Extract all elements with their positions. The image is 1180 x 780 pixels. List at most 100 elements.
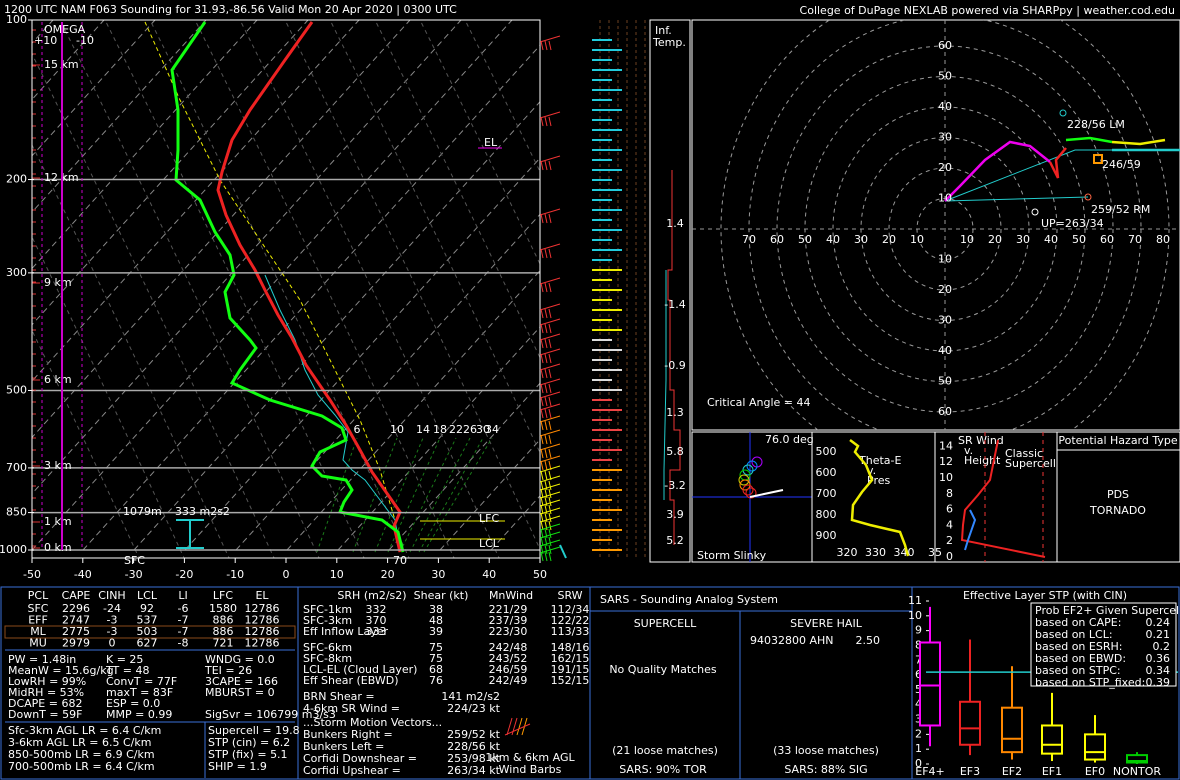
thetae-xtick: 340 [894,546,915,559]
page-title: 1200 UTC NAM F063 Sounding for 31.93,-86… [4,3,457,16]
parcel-cell: 2747 [62,614,90,627]
isotherm [32,20,156,157]
sample-barb [511,717,518,736]
el-label: EL [484,136,498,149]
stp-y-tick-label: 6 [915,668,922,681]
wind-barb-flag [548,248,552,259]
sars-summary: SARS: 90% TOR [619,763,707,776]
x-tick-label: 0 [283,568,290,581]
kin-header: Shear (kt) [414,589,469,602]
dry-adiabat [59,20,320,558]
kin-cell: 152/15 [551,674,590,687]
y-tick-label: 700 [6,461,27,474]
thetae-title: Theta-E [858,454,901,467]
stp-category: EF4+ [915,765,945,778]
y-tick-label: 500 [6,383,27,396]
kin-cell: 246/59 [489,663,528,676]
wind-barb [539,491,561,499]
stat: ConvT = 77F [106,675,177,688]
x-tick-label: -30 [125,568,143,581]
y-tick-label: 100 [6,13,27,26]
wind-barb-flag [548,396,552,407]
inflow-temp-label: 3.9 [666,508,684,521]
wind-barb-flag [540,396,544,407]
hazard-value: TORNADO [1089,504,1146,517]
thetae-ytick: 600 [816,466,837,479]
dry-adiabat [149,20,410,558]
lfc-label: LFC [479,512,499,525]
barb-label: 1km & 6km AGL [485,751,575,764]
prob-value: 0.2 [1153,640,1171,653]
wind-barb-flag [540,408,544,419]
sars-heading: SEVERE HAIL [790,617,863,630]
skewt-frame [31,19,541,559]
stat: MeanW = 15.6g/kg [8,664,114,677]
wind-barb-flag [540,480,544,491]
mixing-ratio-label: 34 [485,423,499,436]
kin-cell: 113/33 [551,625,590,638]
ring-label: 20 [938,161,952,174]
ring-label: 40 [938,100,952,113]
isotherm [32,20,411,439]
wind-barb-flag [540,353,544,364]
hodograph-ring [832,106,1058,352]
parcel-cell: -8 [178,637,189,650]
hodo-9-12km [1111,138,1166,146]
hazard-frame [1056,431,1180,563]
ring-label: 20 [988,233,1002,246]
kin-label: Eff Shear (EBWD) [303,674,399,687]
wind-barb [539,35,561,43]
wind-barb-flag [540,282,544,293]
stp-y-tick-label: 11 [908,594,922,607]
mixing-ratio-label: 14 [416,423,430,436]
kin-cell: 243/52 [489,652,528,665]
ring-label: 50 [1072,233,1086,246]
kin-label: BRN Shear = [303,690,375,703]
x-tick-label: -20 [175,568,193,581]
mixing-ratio-label: 30 [476,423,490,436]
parcel-cell: 2775 [62,625,90,638]
stp-y-tick-label: 10 [908,609,922,622]
y-tick-label: 850 [6,506,27,519]
ring-label: 20 [882,233,896,246]
kin-cell: 332 [366,603,387,616]
inflow-temp-label: -0.9 [664,359,685,372]
wind-barb-flag [540,504,544,515]
stp-category: EF0 [1085,765,1105,778]
parcel-cell: -7 [178,625,189,638]
wind-barb-flag [548,434,552,445]
stat: MBURST = 0 [205,686,275,699]
ring-label: 60 [938,405,952,418]
storm-motion-value: 228/56 kt [447,740,501,753]
ring-label: 30 [854,233,868,246]
parcel-cell: 721 [213,637,234,650]
wind-barb-flag [544,282,548,293]
stp-y-tick-label: 4 [915,698,922,711]
stat: TEI = 26 [204,664,252,677]
wind-barb-flag [540,160,544,171]
inflow-srh: 333 m2s2 [175,505,230,518]
wind-barb [539,155,561,163]
y-tick-label: 200 [6,173,27,186]
srwind-type: Classic [1005,447,1043,460]
parcel-cell: 0 [109,637,116,650]
isotherm [32,20,360,382]
ring-label: 60 [938,39,952,52]
srwind-title: v. [964,444,973,457]
wind-barb [539,546,561,554]
sars-summary: SARS: 88% SIG [784,763,867,776]
wind-barb-flag [548,512,552,523]
srwind-ytick: 4 [946,518,953,531]
mixing-ratio-line [374,437,424,553]
wind-barb-flag [544,396,548,407]
kin-cell: 148/16 [551,641,590,654]
isotherm [32,20,309,326]
mixing-ratio-label: 22 [449,423,463,436]
prob-value: 0.24 [1146,616,1171,629]
wind-barb-flag [544,408,548,419]
kin-cell: 370 [366,614,387,627]
wind-barb-flag [540,213,544,224]
hazard-value: PDS [1107,488,1129,501]
wind-barb [539,531,561,539]
inflow-temp-line [667,170,681,545]
